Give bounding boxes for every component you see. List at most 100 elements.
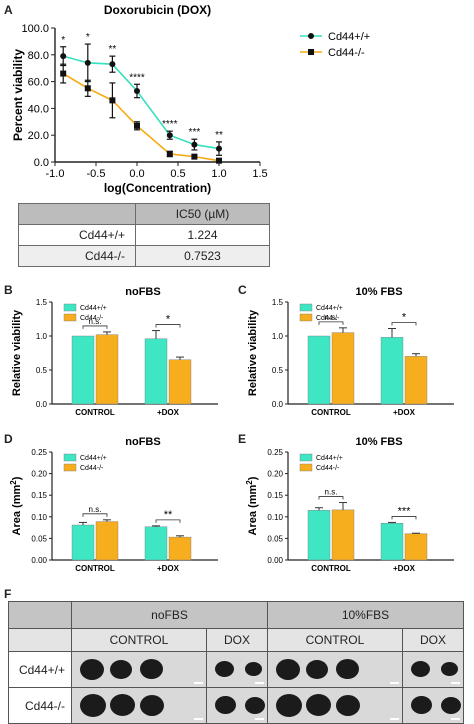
spheroid-image-table: noFBS 10%FBS CONTROL DOX CONTROL DOX Cd4…	[8, 601, 465, 724]
data-point	[134, 122, 140, 129]
legend-marker	[308, 49, 314, 55]
legend-swatch	[63, 463, 77, 472]
spheroid-photo	[401, 687, 465, 724]
significance-mark: *	[61, 35, 65, 46]
y-axis-label-text: Area (mm	[247, 484, 259, 535]
significance-bracket	[391, 322, 417, 326]
significance-bracket	[82, 513, 108, 517]
y-tick-label: 0.10	[31, 513, 47, 522]
ic50-row-label: Cd44+/+	[18, 224, 136, 246]
spheroid-blob	[214, 696, 236, 714]
spheroid-blob	[440, 662, 458, 676]
data-point	[109, 97, 116, 104]
bar	[404, 533, 428, 561]
y-axis-label: Percent viability	[11, 49, 25, 141]
bar	[168, 359, 192, 405]
y-axis-label: Area (mm2)	[245, 476, 259, 535]
spheroid-blob	[244, 662, 262, 676]
group-header: 10%FBS	[266, 601, 465, 629]
x-tick-label: 0.0	[129, 168, 144, 180]
y-tick-label: 0.0	[272, 400, 284, 409]
spheroid-blob	[335, 694, 360, 716]
spheroid-photo	[266, 687, 403, 724]
spheroid-blob	[410, 696, 432, 714]
legend-label: Cd44-/-	[80, 315, 104, 322]
y-tick-label: 0.25	[31, 448, 47, 457]
ic50-header-blank	[18, 203, 136, 225]
spheroid-photo	[71, 687, 207, 724]
corner-cell	[8, 601, 72, 629]
y-tick-label: 0.25	[267, 448, 283, 457]
spheroid-blob	[275, 658, 300, 680]
legend-label: Cd44+/+	[316, 305, 343, 312]
legend-swatch	[63, 313, 77, 322]
bar	[307, 510, 331, 561]
bar	[331, 509, 355, 561]
x-tick-label: -0.5	[87, 168, 106, 180]
data-point	[109, 61, 116, 68]
y-axis-label: Relative viability	[247, 309, 259, 396]
scale-bar	[193, 682, 203, 684]
spheroid-photo	[401, 651, 465, 688]
spheroid-blob	[110, 659, 132, 679]
legend-swatch	[63, 303, 77, 312]
y-axis-label: Relative viability	[11, 309, 23, 396]
y-axis-label-sup: 2	[9, 480, 18, 485]
bar-chart-b: noFBS 0.0 0.5 1.0 1.5 Relative viability CONTR…	[11, 286, 218, 417]
bar	[168, 536, 192, 561]
significance-mark: *	[402, 312, 407, 324]
data-point	[191, 141, 198, 148]
condition-header: CONTROL	[71, 628, 207, 652]
spheroid-photo	[205, 651, 268, 688]
ic50-header: IC50 (µM)	[135, 203, 270, 225]
y-tick-label: 1.0	[36, 332, 48, 341]
y-tick-label: 0.10	[267, 513, 283, 522]
data-point	[191, 153, 198, 160]
condition-header: DOX	[205, 628, 268, 652]
y-tick-label: 0.05	[31, 534, 47, 543]
data-point	[60, 70, 67, 77]
y-axis-label-text: Relative viability	[247, 309, 259, 396]
y-tick-label: 1.0	[272, 332, 284, 341]
data-point	[84, 59, 91, 66]
y-tick-label: 20.0	[28, 130, 49, 142]
scale-bar	[193, 718, 203, 720]
y-axis-label: Area (mm2)	[9, 476, 23, 535]
scale-bar	[451, 682, 460, 684]
x-tick-label: 0.5	[170, 168, 185, 180]
spheroid-photo	[266, 651, 403, 688]
dose-response-chart: Doxorubicin (DOX) 0.0 20.0 40.0 60.0 80.0 100.…	[11, 3, 370, 195]
condition-header: CONTROL	[266, 628, 403, 652]
spheroid-blob	[214, 661, 234, 677]
legend-swatch	[299, 303, 313, 312]
scale-bar	[389, 682, 399, 684]
legend-swatch	[299, 453, 313, 462]
significance-mark: **	[109, 44, 117, 55]
significance-mark: ***	[189, 127, 201, 138]
bar	[144, 526, 168, 561]
y-tick-label: 0.0	[34, 157, 49, 169]
chart-title: noFBS	[125, 286, 160, 298]
significance-mark: **	[215, 130, 223, 141]
significance-bracket	[318, 496, 344, 500]
data-point	[216, 145, 222, 152]
x-tick-label: +DOX	[393, 564, 416, 573]
x-tick-label: +DOX	[157, 564, 180, 573]
chart-title: noFBS	[125, 436, 160, 448]
significance-mark: *	[166, 314, 171, 326]
legend-swatch	[63, 453, 77, 462]
bar-chart-e: 10% FBS 0.00 0.05 0.10 0.15 0.20 0.25 Area (mm2…	[245, 436, 454, 573]
ic50-value: 1.224	[135, 224, 270, 246]
bar-chart-d: noFBS 0.00 0.05 0.10 0.15 0.20 0.25 Area (mm2) C…	[9, 436, 218, 573]
y-tick-label: 0.20	[267, 470, 283, 479]
group-header: noFBS	[71, 601, 268, 629]
x-tick-label: CONTROL	[75, 408, 115, 417]
spheroid-blob	[140, 659, 163, 679]
significance-bracket	[82, 325, 108, 329]
spheroid-blob	[440, 696, 461, 714]
y-tick-label: 60.0	[28, 77, 49, 89]
significance-mark: n.s.	[89, 317, 102, 326]
legend-label: Cd44+/+	[80, 305, 107, 312]
ic50-table: IC50 (µM) Cd44+/+ 1.224 Cd44-/- 0.7523	[18, 203, 270, 267]
y-tick-label: 0.15	[31, 491, 47, 500]
